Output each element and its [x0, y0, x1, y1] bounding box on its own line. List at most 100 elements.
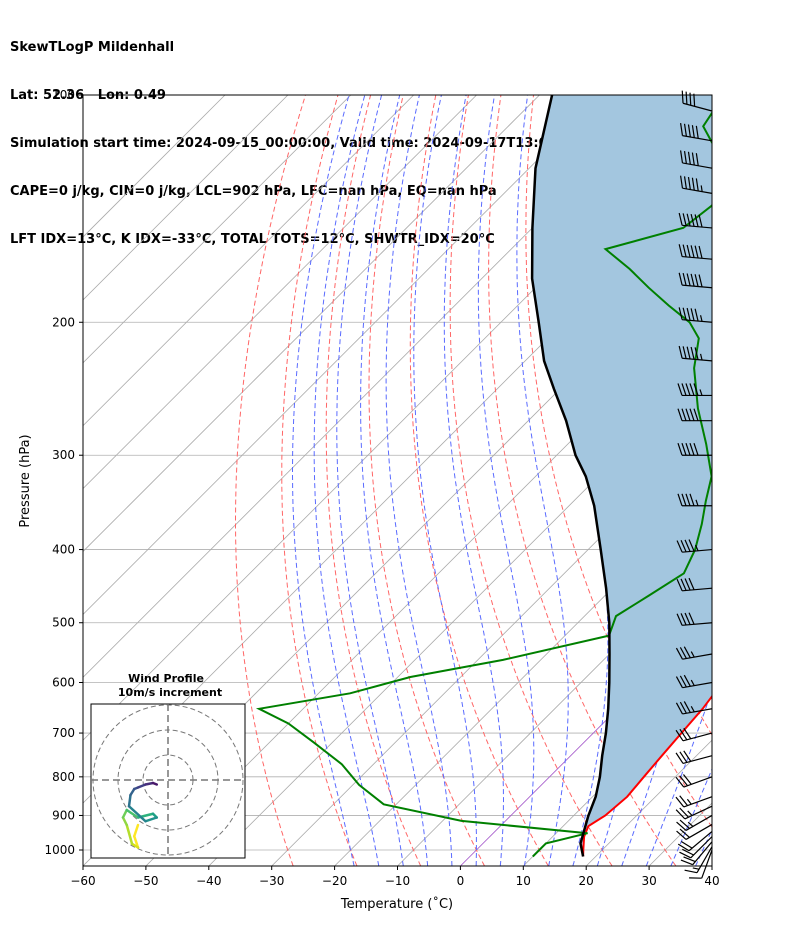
wind-barb-staff	[682, 135, 713, 142]
moist-adiabat	[516, 95, 569, 866]
wind-barb-feather	[681, 383, 687, 396]
wind-barb-feather	[682, 307, 687, 321]
wind-barb-half-feather	[690, 679, 695, 686]
wind-barb-feather	[682, 244, 687, 258]
wind-barb-staff	[683, 796, 713, 808]
wind-barb-half-feather	[690, 706, 695, 713]
wind-barb-feather	[685, 493, 691, 506]
indices-line-1: CAPE=0 j/kg, CIN=0 j/kg, LCL=902 hPa, LF…	[10, 184, 497, 199]
wind-barb	[678, 307, 713, 323]
wind-barb-feather	[695, 153, 699, 166]
y-tick-label: 600	[52, 676, 75, 690]
wind-barb-feather	[682, 774, 692, 785]
wind-barb-half-feather	[687, 810, 693, 816]
isotherm-line	[83, 95, 352, 364]
wind-barb-staff	[684, 805, 713, 820]
y-tick-label: 200	[52, 315, 75, 329]
wind-barb-feather	[689, 383, 695, 396]
hodograph-segment	[133, 835, 140, 849]
wind-barb-feather	[678, 212, 683, 226]
wind-barb-feather	[680, 175, 684, 189]
wind-barb-feather	[686, 346, 691, 360]
wind-barb-feather	[680, 123, 684, 136]
wind-barb-feather	[681, 408, 687, 421]
wind-barb-feather	[677, 383, 683, 396]
wind-barb-feather	[689, 92, 692, 106]
dewpoint-line	[255, 111, 712, 858]
wind-barb-feather	[679, 701, 687, 714]
wind-barb	[680, 175, 713, 194]
wind-barb-feather	[677, 408, 683, 421]
hodograph-segment	[133, 823, 140, 838]
wind-barb-feather	[691, 152, 695, 166]
wind-barb-feather	[677, 443, 683, 456]
wind-barb-feather	[689, 443, 695, 456]
wind-barb-half-feather	[695, 499, 699, 506]
y-tick-label: 500	[52, 616, 75, 630]
wind-barb-feather	[679, 828, 690, 838]
wind-barb-feather	[678, 244, 683, 257]
wind-barb	[677, 408, 712, 422]
wind-barb-staff	[682, 224, 713, 229]
isotherm-line	[334, 488, 712, 866]
dry-adiabat	[729, 95, 794, 866]
wind-barb-feather	[687, 176, 691, 190]
wind-barb	[689, 849, 713, 879]
y-tick-label: 300	[52, 448, 75, 462]
wind-barb-feather	[693, 443, 699, 456]
hodograph-subtitle: 10m/s increment	[118, 686, 222, 699]
wind-barb	[680, 841, 713, 866]
wind-barb	[677, 493, 712, 507]
wind-barb	[675, 674, 713, 689]
wind-barb-feather	[683, 750, 692, 762]
wind-barb-feather	[685, 443, 691, 456]
wind-barb-feather	[687, 151, 691, 165]
wind-barb-feather	[683, 701, 691, 713]
hodograph-segment	[144, 781, 155, 786]
wind-barb-feather	[681, 493, 687, 506]
dry-adiabat	[488, 95, 677, 866]
isotherm-line	[83, 95, 226, 238]
wind-barb-feather	[675, 796, 685, 808]
wind-barb-feather	[679, 675, 687, 688]
wind-barb	[676, 539, 713, 553]
wind-barb-staff	[682, 755, 713, 765]
wind-barb-staff	[682, 187, 713, 194]
wind-barb-feather	[683, 151, 687, 164]
x-tick-label: 30	[641, 874, 656, 888]
moist-adiabat	[720, 95, 794, 866]
wind-barb-feather	[677, 843, 690, 852]
wind-barb	[679, 836, 713, 859]
wind-barb-staff	[682, 622, 713, 626]
wind-barb-staff	[682, 653, 713, 660]
y-tick-label: 1000	[44, 843, 75, 857]
wind-barb	[675, 727, 713, 742]
wind-barb-feather	[698, 245, 703, 259]
x-tick-label: −30	[259, 874, 284, 888]
wind-barb-feather	[691, 125, 695, 138]
hodograph-title: Wind Profile	[128, 672, 204, 685]
isotherm-line	[83, 95, 414, 427]
isotherm-line	[83, 95, 603, 615]
wind-barb	[676, 612, 713, 626]
isotherm-line	[83, 95, 289, 301]
wind-barb-staff	[690, 836, 713, 859]
wind-barb	[684, 846, 713, 874]
dry-adiabat	[449, 95, 613, 866]
wind-barb-feather	[683, 856, 696, 863]
dry-adiabat	[281, 95, 358, 866]
wind-barb-half-feather	[694, 544, 699, 552]
x-tick-label: 40	[704, 874, 719, 888]
wind-barb	[680, 150, 713, 169]
wind-barb-staff	[682, 681, 713, 689]
hodograph-segment	[127, 805, 147, 823]
isotherm-line	[83, 95, 477, 490]
x-tick-label: −60	[70, 874, 95, 888]
wind-barb-feather	[691, 177, 695, 191]
hodograph-segment	[121, 816, 128, 827]
dry-adiabat	[235, 95, 306, 866]
wind-barb-feather	[690, 308, 695, 321]
y-axis: 100 200 300 400 500 600 700 800 900 1000	[44, 88, 83, 857]
wind-barbs	[675, 90, 713, 879]
wind-barb-staff	[682, 284, 713, 289]
